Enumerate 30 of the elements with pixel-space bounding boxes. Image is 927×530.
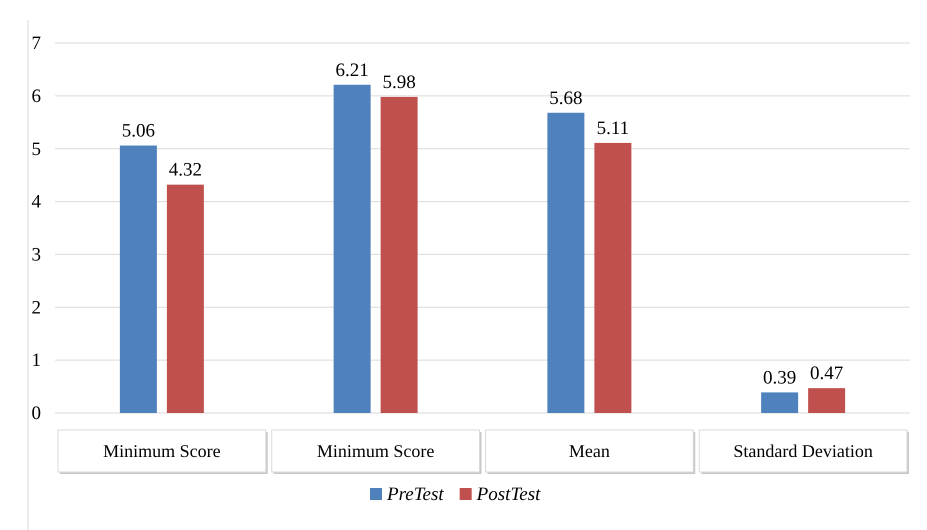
- y-tick-label: 7: [32, 33, 41, 54]
- data-label: 5.11: [596, 118, 630, 139]
- bar: [380, 96, 418, 413]
- y-tick-label: 5: [32, 138, 41, 160]
- data-label: 5.98: [382, 72, 416, 93]
- data-label: 5.06: [122, 120, 155, 142]
- data-label: 6.21: [336, 60, 369, 81]
- x-tick-label: Minimum Score: [316, 441, 434, 461]
- y-tick-label: 6: [32, 86, 41, 107]
- y-tick-label: 1: [32, 350, 41, 372]
- legend-label: PostTest: [476, 484, 542, 505]
- data-label: 4.32: [168, 160, 202, 181]
- x-tick-label: Minimum Score: [103, 441, 221, 461]
- legend-label: PreTest: [386, 484, 444, 505]
- x-tick-label: Standard Deviation: [733, 441, 873, 461]
- y-tick-label: 3: [32, 244, 41, 266]
- bar: [594, 142, 632, 413]
- bar: [166, 184, 204, 413]
- data-label: 0.47: [810, 363, 844, 384]
- bar: [761, 392, 798, 413]
- y-tick-label: 4: [32, 192, 42, 213]
- bar: [120, 146, 157, 413]
- bar: [547, 112, 584, 413]
- x-tick-label: Mean: [568, 441, 610, 461]
- bar: [808, 388, 846, 413]
- data-label: 0.39: [763, 367, 796, 388]
- bar: [334, 84, 371, 413]
- y-tick-label: 0: [32, 403, 41, 424]
- y-tick-label: 2: [32, 297, 41, 318]
- data-label: 5.68: [549, 88, 582, 109]
